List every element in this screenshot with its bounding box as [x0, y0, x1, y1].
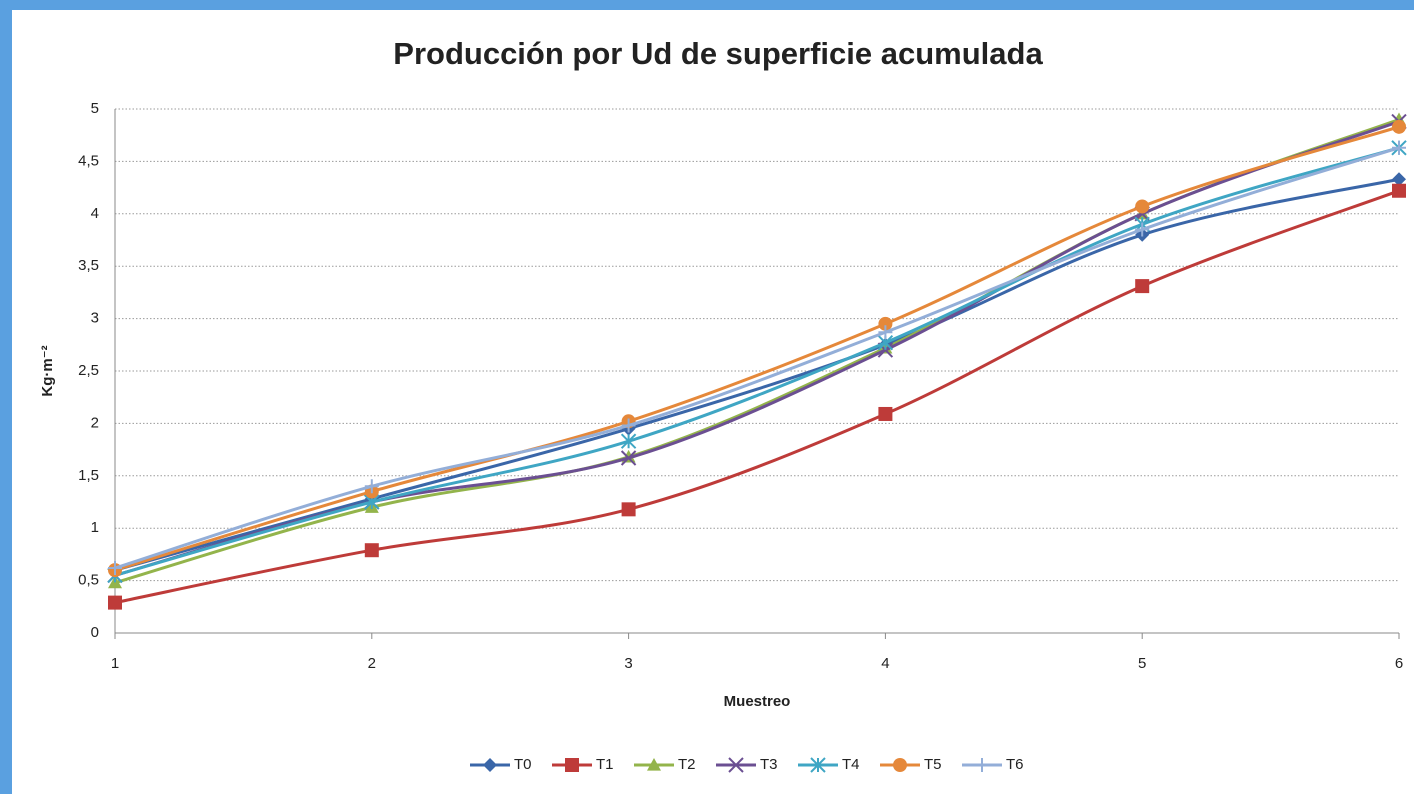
- legend-item: T0: [470, 756, 532, 773]
- legend-label: T5: [924, 756, 942, 773]
- marker: [108, 595, 122, 610]
- marker: [1135, 279, 1150, 294]
- legend-label: T0: [514, 756, 532, 773]
- y-tick-label: 1,5: [78, 467, 99, 484]
- legend-marker: [810, 757, 826, 773]
- line: [114, 189, 1400, 605]
- marker: [1392, 119, 1406, 134]
- marker: [364, 479, 379, 494]
- y-tick-label: 4: [91, 205, 99, 222]
- line: [114, 146, 1400, 577]
- y-tick-label: 0,5: [78, 572, 99, 589]
- marker: [620, 450, 637, 466]
- marker: [1392, 183, 1406, 198]
- legend-marker: [893, 758, 907, 772]
- marker: [1392, 140, 1406, 155]
- x-tick-label: 5: [1138, 655, 1146, 672]
- top-band: [0, 0, 1414, 10]
- legend-label: T4: [842, 756, 860, 773]
- y-tick-label: 5: [91, 100, 99, 117]
- legend-item: T4: [798, 756, 860, 773]
- x-axis-title: Muestreo: [724, 693, 791, 710]
- legend-item: T6: [962, 756, 1024, 773]
- legend-label: T1: [596, 756, 614, 773]
- legend-label: T6: [1006, 756, 1024, 773]
- marker: [878, 406, 893, 421]
- line: [114, 125, 1400, 572]
- y-tick-label: 2: [91, 414, 99, 431]
- legend-item: T5: [880, 756, 942, 773]
- marker: [108, 561, 122, 576]
- marker: [364, 543, 379, 558]
- line: [114, 146, 1400, 570]
- legend-marker: [975, 758, 989, 772]
- marker: [621, 418, 636, 433]
- legend-marker: [483, 758, 497, 772]
- x-tick-label: 4: [881, 655, 889, 672]
- y-tick-label: 1: [91, 519, 99, 536]
- legend-marker: [565, 758, 579, 772]
- y-tick-label: 3: [91, 310, 99, 327]
- series: [108, 140, 1406, 576]
- x-tick-label: 2: [368, 655, 376, 672]
- marker: [1135, 222, 1150, 237]
- x-tick-label: 3: [624, 655, 632, 672]
- marker: [1135, 199, 1150, 214]
- legend-item: T3: [716, 756, 778, 773]
- legend-label: T2: [678, 756, 696, 773]
- y-tick-label: 4,5: [78, 152, 99, 169]
- x-tick-label: 1: [111, 655, 119, 672]
- line: [114, 177, 1400, 572]
- marker: [621, 502, 636, 517]
- legend-marker: [647, 758, 661, 771]
- y-tick-label: 2,5: [78, 362, 99, 379]
- marker: [878, 325, 893, 340]
- marker: [1392, 172, 1406, 187]
- marker: [620, 433, 637, 449]
- y-axis-title: Kg·m⁻²: [39, 345, 56, 396]
- y-tick-label: 0: [91, 624, 99, 641]
- y-tick-label: 3,5: [78, 257, 99, 274]
- chart-title: Producción por Ud de superficie acumulad…: [393, 36, 1043, 71]
- marker: [878, 316, 893, 331]
- x-tick-label: 6: [1395, 655, 1403, 672]
- legend-label: T3: [760, 756, 778, 773]
- left-band: [0, 0, 12, 794]
- legend-marker: [728, 757, 744, 773]
- legend-item: T2: [634, 756, 696, 773]
- legend-item: T1: [552, 756, 614, 773]
- series: [108, 183, 1406, 610]
